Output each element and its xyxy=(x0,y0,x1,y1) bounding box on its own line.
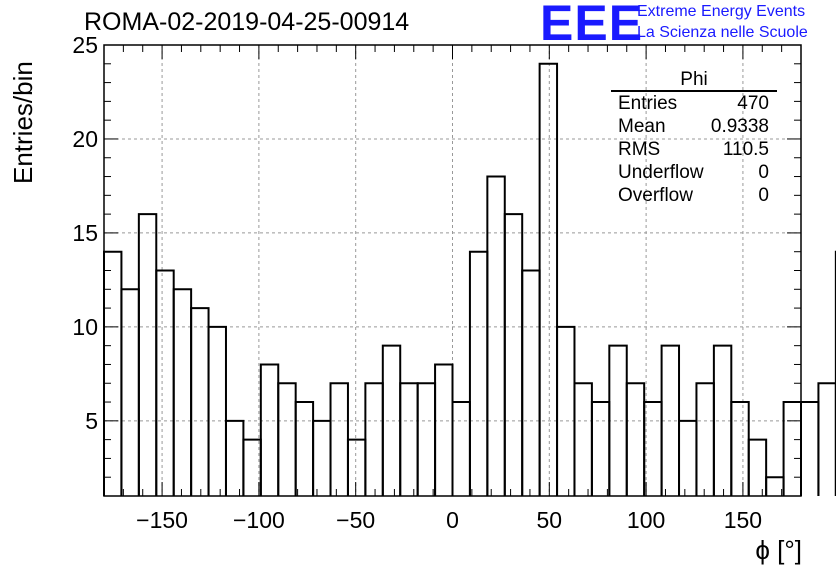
histogram-bin xyxy=(137,213,158,496)
histogram-bin xyxy=(172,288,193,496)
histogram-bin xyxy=(381,344,402,496)
histogram-bin xyxy=(747,438,768,496)
stats-value: 0 xyxy=(758,185,769,206)
stats-value: 470 xyxy=(737,93,769,114)
stats-row-mean: Mean 0.9338 xyxy=(611,115,777,138)
histogram-bin xyxy=(416,382,437,496)
histogram-bin xyxy=(573,382,593,496)
eee-logo: EEE xyxy=(540,0,644,51)
stats-label: Underflow xyxy=(618,162,704,183)
stats-row-overflow: Overflow 0 xyxy=(611,184,777,207)
histogram-bin xyxy=(782,401,802,496)
stats-row-entries: Entries 470 xyxy=(611,92,777,115)
histogram-bin xyxy=(503,213,524,496)
x-tick-label: −150 xyxy=(136,507,188,533)
x-tick-label: −100 xyxy=(233,507,285,533)
histogram-bin xyxy=(817,382,836,496)
histogram-bin xyxy=(486,175,506,496)
y-tick-label: 15 xyxy=(72,220,98,246)
histogram-bin xyxy=(678,419,698,496)
histogram-bin xyxy=(590,401,611,496)
x-tick-label: 50 xyxy=(537,507,563,533)
histogram-bin xyxy=(207,325,227,496)
x-tick-label: −50 xyxy=(336,507,375,533)
x-axis-label: ϕ [°] xyxy=(755,535,802,565)
histogram-bin xyxy=(277,382,297,496)
histogram-bin xyxy=(224,419,245,496)
histogram-bin xyxy=(190,307,210,496)
x-tick-label: 100 xyxy=(627,507,665,533)
histogram-bin xyxy=(434,363,454,496)
histogram-bin xyxy=(312,419,332,496)
histogram-bin xyxy=(538,62,559,496)
histogram-bin xyxy=(120,288,140,496)
histogram-bin xyxy=(155,269,175,496)
y-tick-label: 10 xyxy=(72,314,98,340)
histogram-bin xyxy=(608,344,628,496)
stats-label: RMS xyxy=(618,139,661,160)
y-tick-label: 25 xyxy=(72,32,98,58)
histogram-bin xyxy=(399,382,419,496)
stats-title: Phi xyxy=(611,70,777,92)
stats-label: Overflow xyxy=(618,185,693,206)
histogram-bin xyxy=(695,382,715,496)
y-tick-label: 5 xyxy=(85,408,98,434)
histogram-bin xyxy=(468,250,489,496)
histogram-bin xyxy=(556,325,576,496)
histogram-bin xyxy=(294,401,315,496)
histogram-bin xyxy=(765,476,785,496)
histogram-bin xyxy=(643,401,663,496)
y-axis-label: Entries/bin xyxy=(8,61,38,184)
y-tick-label: 20 xyxy=(72,126,98,152)
logo-line-2: La Scienza nelle Scuole xyxy=(637,24,808,41)
histogram-bin xyxy=(329,382,349,496)
x-tick-label: 0 xyxy=(446,507,459,533)
logo-line-1: Extreme Energy Events xyxy=(637,3,806,20)
x-tick-label: 150 xyxy=(724,507,762,533)
stats-value: 0.9338 xyxy=(710,116,769,137)
stats-label: Mean xyxy=(618,116,666,137)
stats-row-rms: RMS 110.5 xyxy=(611,138,777,161)
histogram-bin xyxy=(521,269,541,496)
histogram-bin xyxy=(730,401,750,496)
stats-value: 110.5 xyxy=(722,139,769,160)
histogram-bin xyxy=(364,382,384,496)
histogram-bin xyxy=(242,438,262,496)
stats-row-underflow: Underflow 0 xyxy=(611,161,777,184)
chart-title: ROMA-02-2019-04-25-00914 xyxy=(84,8,410,36)
histogram-bin xyxy=(625,382,646,496)
stats-label: Entries xyxy=(618,93,678,114)
histogram-bin xyxy=(259,363,280,496)
histogram-bin xyxy=(451,401,471,496)
histogram-bin xyxy=(346,438,367,496)
histogram-bin xyxy=(800,401,820,496)
statistics-box: Phi Entries 470 Mean 0.9338 RMS 110.5 Un… xyxy=(611,70,777,207)
histogram-bin xyxy=(103,250,123,496)
stats-value: 0 xyxy=(758,162,769,183)
